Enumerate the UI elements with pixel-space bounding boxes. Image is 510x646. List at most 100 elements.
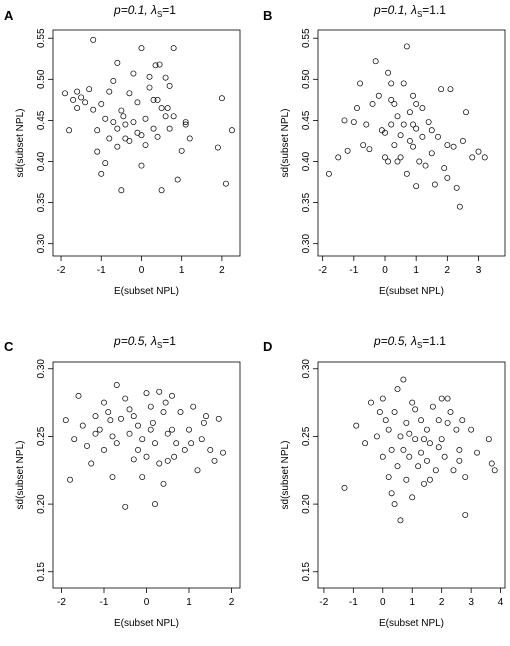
data-point-a-20 — [114, 125, 121, 132]
data-point-d-15 — [397, 433, 404, 440]
data-point-d-10 — [388, 447, 395, 453]
data-point-a-21 — [114, 143, 121, 150]
data-point-b-37 — [425, 119, 432, 125]
data-point-d-50 — [491, 467, 498, 474]
data-point-b-25 — [400, 121, 407, 128]
data-point-b-59 — [419, 105, 426, 112]
data-point-d-54 — [406, 430, 413, 437]
data-point-c-48 — [207, 447, 214, 453]
y-axis-label-b: sd(subset NPL) — [280, 109, 291, 178]
data-point-a-3 — [74, 105, 81, 112]
data-point-d-42 — [456, 447, 463, 453]
data-point-d-41 — [453, 426, 460, 433]
y-tick-label-d-0: 0.15 — [301, 562, 312, 582]
data-point-d-5 — [379, 395, 386, 402]
data-point-b-30 — [410, 121, 417, 128]
data-point-b-19 — [391, 101, 398, 107]
data-point-a-1 — [66, 127, 73, 134]
data-point-c-1 — [67, 476, 73, 483]
data-point-a-44 — [158, 187, 165, 194]
data-point-d-53 — [435, 444, 442, 451]
y-tick-label-b-4: 0.50 — [301, 69, 312, 89]
data-point-d-13 — [394, 386, 401, 393]
panel-letter-b: B — [263, 8, 272, 23]
data-point-c-2 — [71, 436, 78, 443]
y-tick-label-d-3: 0.30 — [301, 359, 312, 379]
data-point-a-55 — [186, 135, 193, 142]
y-tick-label-b-0: 0.30 — [301, 234, 312, 254]
data-point-c-38 — [169, 392, 175, 399]
data-point-a-17 — [106, 88, 113, 95]
data-point-d-19 — [403, 476, 410, 483]
data-point-b-28 — [406, 109, 413, 116]
panel-a: A p=0.1, λS=1 -2 -1 0 1 2 0.30 0.35 0.40 0.45 0.5… — [4, 3, 241, 297]
panel-d: D p=0.5, λS=1.1 -2 -1 0 1 2 3 4 0.15 0.20 0.25 0.3… — [263, 334, 506, 629]
data-point-d-45 — [462, 511, 469, 518]
data-point-d-47 — [474, 449, 480, 456]
data-point-a-5 — [78, 94, 85, 101]
data-point-b-23 — [397, 154, 404, 161]
data-point-a-35 — [142, 142, 149, 149]
data-point-c-11 — [105, 409, 112, 416]
data-point-c-43 — [186, 426, 192, 433]
data-point-d-25 — [415, 463, 422, 470]
data-point-d-34 — [435, 417, 442, 424]
data-point-d-3 — [368, 399, 374, 406]
data-point-d-58 — [421, 436, 427, 443]
y-axis-label-a: sd(subset NPL) — [15, 109, 26, 178]
data-point-b-8 — [366, 146, 373, 153]
data-point-b-18 — [388, 121, 395, 128]
data-point-c-6 — [88, 460, 95, 467]
data-point-d-12 — [391, 501, 398, 508]
data-point-c-52 — [92, 430, 99, 437]
data-point-c-22 — [135, 447, 141, 453]
data-point-b-2 — [341, 117, 348, 124]
data-point-a-53 — [182, 121, 189, 128]
x-tick-label-d-3: 1 — [409, 597, 415, 608]
data-point-c-46 — [198, 436, 205, 443]
panel-b: B p=0.1, λS=1.1 -2 -1 0 1 2 3 0.30 0.35 0.40 0.45… — [263, 3, 506, 297]
x-tick-label-d-1: -1 — [349, 597, 358, 608]
y-tick-label-c-2: 0.25 — [36, 426, 47, 446]
data-point-c-3 — [75, 392, 82, 399]
data-point-d-18 — [400, 447, 407, 453]
data-point-a-14 — [102, 115, 109, 122]
data-point-c-19 — [126, 430, 133, 437]
data-point-b-32 — [413, 101, 420, 107]
data-point-d-31 — [426, 440, 433, 447]
data-point-b-24 — [397, 132, 404, 139]
data-point-a-39 — [150, 96, 157, 103]
data-point-a-36 — [142, 115, 149, 122]
data-point-a-34 — [138, 162, 145, 169]
data-point-d-49 — [488, 460, 495, 467]
data-point-d-51 — [388, 490, 395, 497]
data-point-a-7 — [86, 86, 93, 93]
data-point-a-56 — [214, 144, 221, 151]
y-tick-label-b-2: 0.40 — [301, 151, 312, 171]
data-point-b-43 — [444, 174, 451, 181]
data-point-b-0 — [325, 170, 332, 177]
x-tick-label-c-0: -2 — [57, 597, 66, 608]
data-point-a-57 — [218, 95, 225, 102]
data-point-c-45 — [194, 467, 201, 474]
data-point-d-22 — [409, 399, 416, 406]
data-point-c-58 — [107, 417, 114, 424]
data-point-b-36 — [422, 162, 429, 169]
data-point-a-13 — [98, 101, 105, 107]
scatter-plot-a: -2 -1 0 1 2 0.30 0.35 0.40 0.45 0.50 0.55 E(subset … — [15, 28, 241, 297]
data-point-c-4 — [79, 422, 86, 429]
scatter-plot-d: -2 -1 0 1 2 3 4 0.15 0.20 0.25 0.30 E(subset NPL) sd… — [280, 359, 506, 629]
data-point-b-20 — [391, 142, 398, 149]
data-point-c-40 — [173, 440, 180, 447]
data-point-a-23 — [118, 107, 125, 114]
y-tick-label-a-2: 0.40 — [36, 151, 47, 171]
data-point-d-48 — [485, 436, 492, 443]
data-point-c-36 — [164, 430, 171, 437]
x-tick-label-c-4: 2 — [229, 597, 235, 608]
data-point-a-41 — [154, 133, 161, 140]
scatter-plot-b: -2 -1 0 1 2 3 0.30 0.35 0.40 0.45 0.50 0.55 E(subset… — [280, 28, 506, 297]
x-tick-label-a-2: 0 — [139, 265, 145, 276]
data-point-c-47 — [203, 413, 209, 420]
data-point-b-55 — [357, 80, 364, 87]
data-point-c-39 — [169, 426, 175, 433]
